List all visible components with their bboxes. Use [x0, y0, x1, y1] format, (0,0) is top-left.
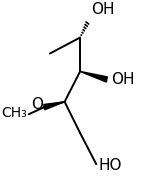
Polygon shape — [80, 71, 107, 82]
Text: HO: HO — [98, 158, 122, 173]
Text: OH: OH — [91, 2, 115, 17]
Polygon shape — [44, 102, 65, 110]
Text: CH₃: CH₃ — [2, 106, 27, 120]
Text: O: O — [31, 97, 43, 112]
Text: OH: OH — [111, 72, 135, 87]
